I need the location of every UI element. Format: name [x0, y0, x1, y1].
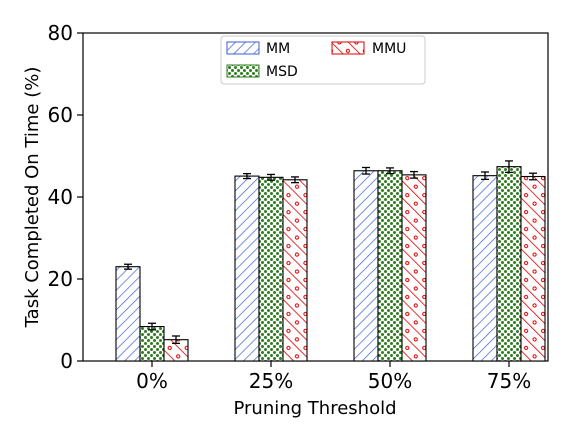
- legend-swatch-mmu: [331, 41, 365, 55]
- x-axis: 0% 25% 50% 75%: [136, 361, 531, 393]
- x-tick-label: 0%: [136, 369, 168, 393]
- error-bar-msd-2: [386, 167, 394, 175]
- legend-label-mm: MM: [266, 41, 290, 57]
- bar-msd-2: [377, 170, 403, 362]
- y-tick-label: 80: [48, 21, 73, 45]
- legend-swatch-msd: [226, 64, 260, 78]
- bar-mmu-3: [520, 175, 546, 362]
- error-bar-mm-0: [124, 263, 132, 270]
- bar-mmu-1: [282, 179, 308, 362]
- error-bar-msd-1: [267, 173, 275, 181]
- bar-mmu-2: [401, 174, 427, 362]
- bar-mm-0: [115, 266, 141, 362]
- error-bar-msd-0: [148, 322, 156, 331]
- error-bar-mmu-2: [410, 170, 418, 179]
- y-tick-label: 20: [48, 267, 73, 291]
- x-tick-label: 75%: [487, 369, 531, 393]
- bar-msd-1: [258, 176, 284, 362]
- x-axis-label: Pruning Threshold: [233, 398, 396, 419]
- error-bar-mm-2: [362, 166, 370, 175]
- error-bar-msd-3: [505, 160, 513, 174]
- bar-mm-2: [353, 170, 379, 362]
- y-tick-label: 40: [48, 185, 73, 209]
- y-axis: 0 20 40 60 80: [48, 21, 83, 373]
- bars-group: [115, 166, 546, 362]
- bar-mm-3: [472, 175, 498, 362]
- bar-msd-3: [496, 166, 522, 362]
- legend: MM MSD MMU: [220, 35, 426, 85]
- legend-label-mmu: MMU: [372, 41, 406, 57]
- legend-swatch-mm: [226, 41, 260, 55]
- error-bar-mmu-0: [172, 335, 180, 345]
- y-axis-label: Task Completed On Time (%): [22, 67, 43, 329]
- x-tick-label: 50%: [368, 369, 412, 393]
- x-tick-label: 25%: [249, 369, 293, 393]
- error-bar-mmu-1: [291, 176, 299, 184]
- y-tick-label: 60: [48, 103, 73, 127]
- error-bar-mmu-3: [529, 172, 537, 181]
- legend-box: [220, 35, 426, 85]
- bar-msd-0: [139, 326, 165, 362]
- legend-label-msd: MSD: [266, 64, 298, 80]
- error-bars-group: [124, 160, 537, 345]
- error-bar-mm-3: [481, 171, 489, 181]
- y-tick-label: 0: [60, 349, 73, 373]
- bar-mm-1: [234, 175, 260, 362]
- error-bar-mm-1: [243, 172, 251, 180]
